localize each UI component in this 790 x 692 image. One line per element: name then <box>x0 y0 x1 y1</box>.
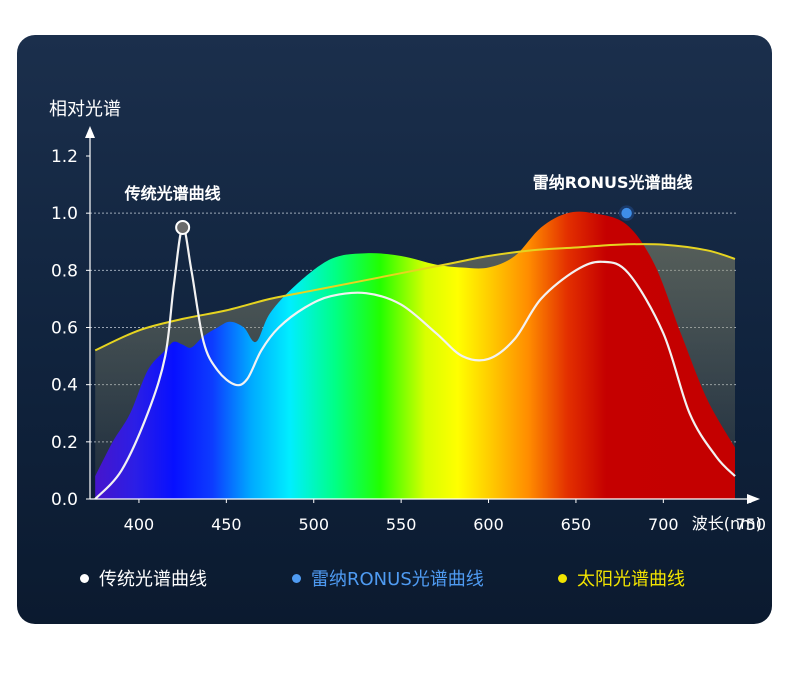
ronus-annotation: 雷纳RONUS光谱曲线 <box>533 173 693 192</box>
legend-item-sun: 太阳光谱曲线 <box>558 565 685 591</box>
y-tick-label: 0.8 <box>51 261 78 281</box>
x-axis-label: 波长(nm) <box>692 514 762 533</box>
y-tick-label: 0.0 <box>51 490 78 510</box>
x-tick-label: 400 <box>124 515 155 534</box>
legend-label-ronus: 雷纳RONUS光谱曲线 <box>311 569 484 590</box>
y-axis-arrow <box>85 126 95 138</box>
x-tick-label: 650 <box>561 515 592 534</box>
legend-item-traditional: 传统光谱曲线 <box>80 565 207 591</box>
traditional-line <box>94 226 736 500</box>
legend-dot-ronus <box>292 573 301 583</box>
y-tick-label: 1.2 <box>51 147 78 167</box>
y-tick-label: 0.4 <box>51 376 78 396</box>
ronus-spectrum-area <box>95 211 735 499</box>
sun-line <box>94 243 736 352</box>
x-tick-label: 500 <box>298 515 329 534</box>
y-axis-label: 相对光谱 <box>49 99 121 120</box>
traditional-peak-marker <box>175 219 191 235</box>
chart-card: 相对光谱波长(nm) 0.0 0.2 0.4 0.6 0.8 1.0 1.2 400 450 50… <box>17 35 772 624</box>
x-tick-label: 600 <box>473 515 504 534</box>
x-tick-label: 700 <box>648 515 679 534</box>
x-tick-label: 450 <box>211 515 242 534</box>
ronus-peak-marker <box>618 205 635 221</box>
x-tick-label: 550 <box>386 515 417 534</box>
legend-label-traditional: 传统光谱曲线 <box>99 569 207 590</box>
legend-dot-traditional <box>80 573 89 583</box>
legend-dot-sun <box>558 573 567 583</box>
legend-label-sun: 太阳光谱曲线 <box>577 569 685 590</box>
traditional-annotation: 传统光谱曲线 <box>124 184 221 203</box>
y-tick-label: 0.6 <box>51 319 78 339</box>
legend-item-ronus: 雷纳RONUS光谱曲线 <box>292 565 484 591</box>
y-tick-label: 0.2 <box>51 433 78 453</box>
y-tick-label: 1.0 <box>51 204 78 224</box>
x-axis-arrow <box>747 494 760 504</box>
x-tick-label: 750 <box>735 515 766 534</box>
